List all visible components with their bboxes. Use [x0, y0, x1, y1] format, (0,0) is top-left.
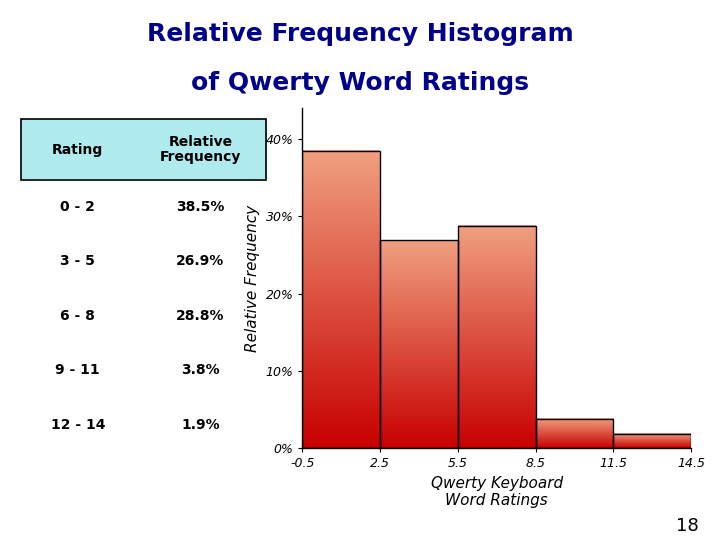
- X-axis label: Qwerty Keyboard
Word Ratings: Qwerty Keyboard Word Ratings: [431, 476, 563, 508]
- Bar: [21, 119, 266, 180]
- Text: of Qwerty Word Ratings: of Qwerty Word Ratings: [191, 71, 529, 94]
- Bar: [21, 119, 266, 180]
- Text: 26.9%: 26.9%: [176, 254, 225, 268]
- Text: Relative Frequency Histogram: Relative Frequency Histogram: [147, 22, 573, 46]
- Text: 18: 18: [675, 517, 698, 535]
- Text: 3.8%: 3.8%: [181, 363, 220, 377]
- Text: 12 - 14: 12 - 14: [50, 418, 105, 432]
- Text: 38.5%: 38.5%: [176, 200, 225, 214]
- Bar: [536, 419, 613, 448]
- Text: 28.8%: 28.8%: [176, 309, 225, 323]
- Text: 6 - 8: 6 - 8: [60, 309, 95, 323]
- Y-axis label: Relative Frequency: Relative Frequency: [245, 205, 260, 352]
- Text: 9 - 11: 9 - 11: [55, 363, 100, 377]
- Text: Relative
Frequency: Relative Frequency: [160, 135, 241, 164]
- Bar: [21, 180, 266, 452]
- Text: 1.9%: 1.9%: [181, 418, 220, 432]
- Bar: [458, 226, 536, 448]
- Text: Rating: Rating: [52, 143, 104, 157]
- Text: 0 - 2: 0 - 2: [60, 200, 95, 214]
- Text: 3 - 5: 3 - 5: [60, 254, 95, 268]
- Bar: [302, 151, 380, 448]
- Bar: [613, 434, 691, 448]
- Bar: [380, 240, 458, 448]
